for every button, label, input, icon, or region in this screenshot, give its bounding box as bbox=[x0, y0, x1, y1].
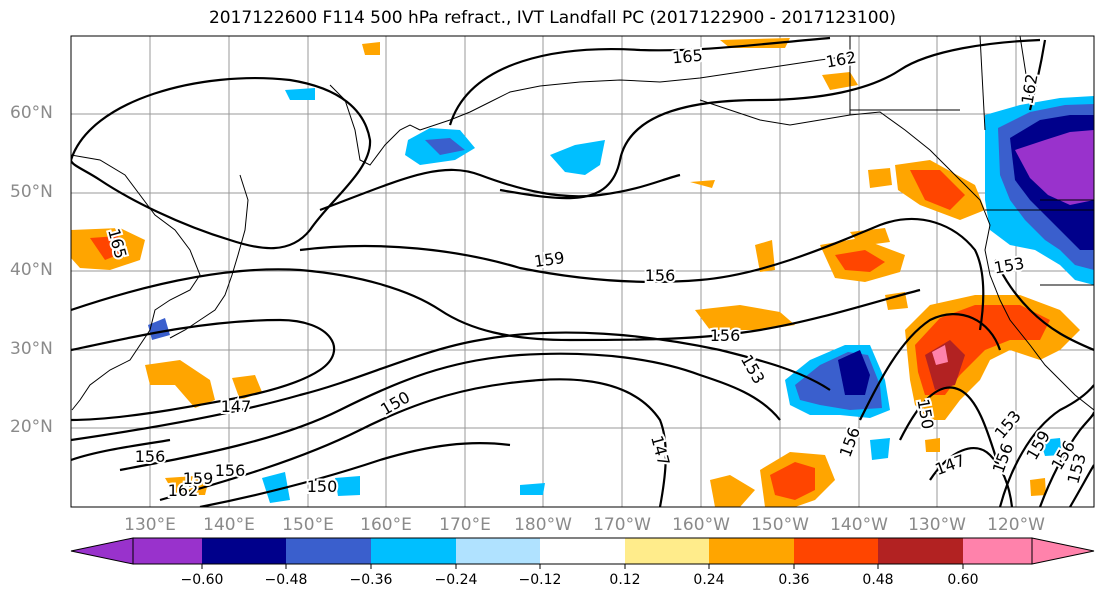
colorbar-bin bbox=[878, 538, 963, 564]
lat-label: 20°N bbox=[10, 417, 53, 437]
contour-label: 159 bbox=[183, 469, 214, 488]
colorbar bbox=[70, 537, 1095, 569]
positive-shading bbox=[71, 38, 1080, 507]
map-title: 2017122600 F114 500 hPa refract., IVT La… bbox=[208, 8, 896, 28]
colorbar-bin bbox=[963, 538, 1032, 564]
colorbar-bin bbox=[625, 538, 709, 564]
lon-label: 150°E bbox=[282, 515, 334, 535]
lat-label: 30°N bbox=[10, 339, 53, 359]
colorbar-tick-label: 0.48 bbox=[862, 572, 894, 588]
colorbar-arrow-left bbox=[70, 537, 134, 565]
colorbar-tick-label: −0.36 bbox=[349, 572, 393, 588]
contour-label: 147 bbox=[221, 397, 252, 416]
lon-label: 130°W bbox=[908, 515, 966, 535]
coastlines bbox=[71, 36, 1094, 411]
colorbar-bin bbox=[709, 538, 794, 564]
colorbar-bin bbox=[540, 538, 625, 564]
colorbar-bin bbox=[133, 538, 202, 564]
refractivity-contours bbox=[71, 36, 1094, 507]
contour-label: 156 bbox=[135, 447, 166, 466]
lon-label: 140°W bbox=[830, 515, 888, 535]
colorbar-bin bbox=[371, 538, 456, 564]
colorbar-bin bbox=[202, 538, 286, 564]
contour-label: 156 bbox=[645, 266, 676, 285]
lon-label: 170°W bbox=[593, 515, 651, 535]
colorbar-bin bbox=[456, 538, 540, 564]
lat-label: 50°N bbox=[10, 182, 53, 202]
contour-label: 159 bbox=[533, 248, 566, 271]
colorbar-tick-label: 0.60 bbox=[947, 572, 979, 588]
lon-label: 170°E bbox=[439, 515, 491, 535]
contour-label: 150 bbox=[307, 477, 338, 496]
contour-label: 162 bbox=[168, 481, 199, 500]
lon-label: 120°W bbox=[987, 515, 1045, 535]
colorbar-arrow-right bbox=[1031, 537, 1095, 565]
lon-label: 130°E bbox=[124, 515, 176, 535]
plot-frame bbox=[70, 35, 1095, 508]
colorbar-tick-label: 0.24 bbox=[693, 572, 725, 588]
colorbar-tick-label: −0.24 bbox=[434, 572, 478, 588]
lon-label: 180°W bbox=[514, 515, 572, 535]
contour-label: 156 bbox=[215, 461, 246, 480]
contour-label: 156 bbox=[710, 326, 741, 345]
colorbar-tick-label: −0.48 bbox=[264, 572, 308, 588]
lon-label: 160°E bbox=[360, 515, 412, 535]
colorbar-tick-label: 0.12 bbox=[609, 572, 641, 588]
lat-label: 40°N bbox=[10, 260, 53, 280]
lat-label: 60°N bbox=[10, 103, 53, 123]
colorbar-bin bbox=[794, 538, 878, 564]
colorbar-tick-label: −0.60 bbox=[180, 572, 224, 588]
contour-label: 165 bbox=[671, 46, 703, 68]
colorbar-bin bbox=[286, 538, 371, 564]
colorbar-tick-label: −0.12 bbox=[518, 572, 562, 588]
negative-shading bbox=[148, 88, 1094, 503]
colorbar-tick-label: 0.36 bbox=[778, 572, 810, 588]
lon-label: 150°W bbox=[751, 515, 809, 535]
lon-label: 160°W bbox=[672, 515, 730, 535]
lon-label: 140°E bbox=[203, 515, 255, 535]
